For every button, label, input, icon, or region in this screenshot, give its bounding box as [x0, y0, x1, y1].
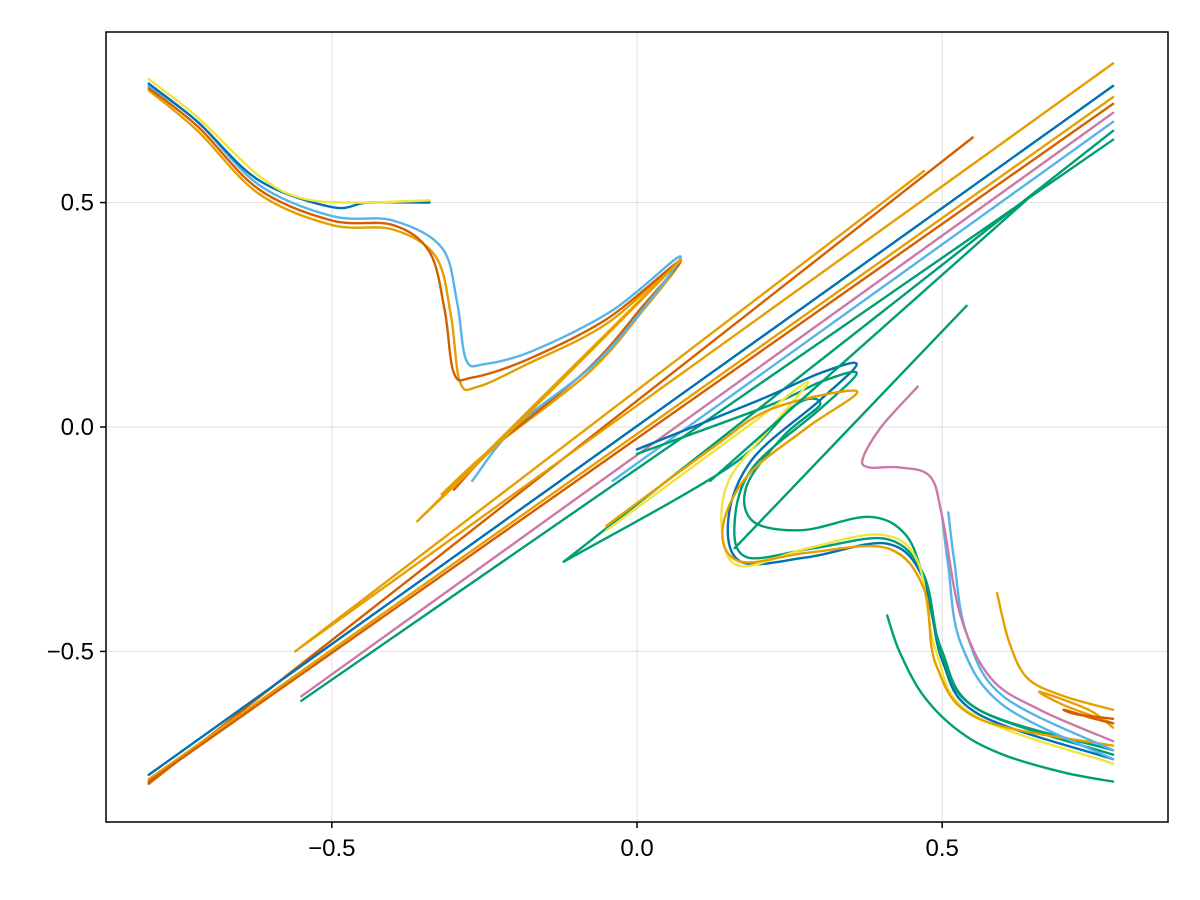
series-line-12	[300, 111, 1115, 698]
y-tick-label: −0.5	[47, 638, 94, 665]
series-line-24	[886, 614, 1115, 783]
series-line-28	[1037, 690, 1115, 729]
series-line-15	[611, 120, 1115, 483]
x-tick-label: 0.0	[620, 835, 653, 862]
series-line-26	[709, 192, 1035, 483]
series-line-7	[300, 62, 1115, 649]
series-line-19	[605, 380, 1115, 765]
series-line-11	[147, 102, 1115, 783]
x-tick-label: −0.5	[308, 835, 355, 862]
series-line-0	[147, 89, 682, 496]
series-line-29	[1062, 708, 1115, 725]
series-line-25	[733, 304, 968, 550]
y-tick-label: 0.0	[61, 414, 94, 441]
series-line-23	[860, 385, 1115, 743]
series-line-2	[147, 84, 682, 483]
x-tick-label: 0.5	[925, 835, 958, 862]
y-tick-label: 0.5	[61, 190, 94, 217]
series-line-20	[605, 389, 1115, 747]
series-line-22	[941, 515, 1115, 761]
tick-labels: −0.5 0.0 0.5 0.5 0.0 −0.5	[47, 190, 959, 862]
series-line-17	[635, 361, 1115, 761]
series-line-10	[147, 95, 1115, 781]
tick-marks	[100, 201, 943, 828]
series-line-6	[294, 169, 926, 653]
series-line-8	[416, 258, 683, 523]
series-line-27	[995, 591, 1115, 711]
series-line-1	[147, 86, 682, 491]
series-lines	[147, 62, 1115, 785]
series-line-9	[147, 84, 1115, 777]
series-line-4	[147, 77, 431, 204]
